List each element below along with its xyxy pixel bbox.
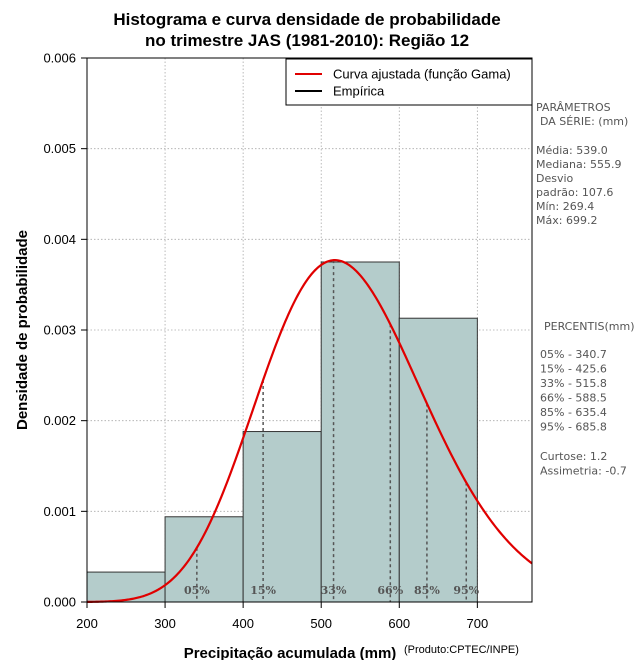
percentile-markers: 05% 15% 33% 66% 85% 95% <box>184 260 480 602</box>
percentis-title: PERCENTIS(mm) <box>544 320 635 333</box>
percentil-row-3-name: 33% - <box>540 377 572 390</box>
axes: 200 300 400 500 600 700 0.000 0.001 0.002 0.003 0.… <box>14 51 519 660</box>
param-row-2-value: 555.9 <box>586 158 621 171</box>
percentil-row-3: 33% - 515.8 <box>540 377 607 390</box>
chart-title-line-2: no trimestre JAS (1981-2010): Região 12 <box>145 31 469 50</box>
percentile-label-05: 05% <box>184 584 210 597</box>
param-row-5-name: Mín: <box>536 200 559 213</box>
param-row-6-name: Máx: <box>536 214 562 227</box>
param-row-3: Desvio <box>536 172 574 185</box>
percentil-row-6-name: 95% - <box>540 421 572 434</box>
x-tick-label-300: 300 <box>154 616 176 631</box>
x-tick-label-200: 200 <box>76 616 98 631</box>
y-axis-label: Densidade de probabilidade <box>14 230 31 430</box>
param-row-3-name: Desvio <box>536 172 574 185</box>
legend-label-2: Empírica <box>333 84 385 99</box>
percentil-row-3-value: 515.8 <box>572 377 607 390</box>
stat-row-1-value: 1.2 <box>586 450 607 463</box>
chart-title: Histograma e curva densidade de probabil… <box>113 10 500 50</box>
percentil-row-1: 05% - 340.7 <box>540 348 607 361</box>
param-row-1-name: Média: <box>536 144 573 157</box>
stat-row-2-name: Assimetria: <box>540 465 602 478</box>
histogram-bar-2 <box>164 516 244 603</box>
stat-row-2: Assimetria: -0.7 <box>540 465 627 478</box>
stat-row-1-name: Curtose: <box>540 450 586 463</box>
legend-box <box>285 58 533 106</box>
percentil-row-2: 15% - 425.6 <box>540 363 607 376</box>
x-tick-label-700: 700 <box>466 616 488 631</box>
histogram-bar-3 <box>242 431 322 603</box>
x-tick-label-400: 400 <box>232 616 254 631</box>
param-row-4-name: padrão: <box>536 186 578 199</box>
y-tick-label-1: 0.001 <box>43 504 76 519</box>
percentil-row-1-name: 05% - <box>540 348 572 361</box>
y-tick-label-4: 0.004 <box>43 232 76 247</box>
param-row-1: Média: 539.0 <box>536 144 608 157</box>
percentil-row-2-value: 425.6 <box>572 363 607 376</box>
param-row-5: Mín: 269.4 <box>536 200 594 213</box>
gamma-curve <box>86 259 533 603</box>
params-title-line-2: DA SÉRIE: (mm) <box>540 115 628 128</box>
x-tick-label-500: 500 <box>310 616 332 631</box>
percentil-row-4-name: 66% - <box>540 392 572 405</box>
param-row-2: Mediana: 555.9 <box>536 158 621 171</box>
percentil-row-5-value: 635.4 <box>572 406 607 419</box>
percentil-row-2-name: 15% - <box>540 363 572 376</box>
params-title-line-1: PARÂMETROS <box>536 101 611 114</box>
y-tick-label-0: 0.000 <box>43 595 76 610</box>
chart-title-line-1: Histograma e curva densidade de probabil… <box>113 10 500 29</box>
histogram-bar-1 <box>86 571 166 603</box>
stat-row-2-value: -0.7 <box>602 465 627 478</box>
param-row-4-value: 107.6 <box>578 186 613 199</box>
percentile-label-85: 85% <box>414 584 440 597</box>
y-tick-label-2: 0.002 <box>43 413 76 428</box>
percentil-row-5: 85% - 635.4 <box>540 406 607 419</box>
percentil-row-1-value: 340.7 <box>572 348 607 361</box>
param-row-2-name: Mediana: <box>536 158 586 171</box>
x-axis-label: Precipitação acumulada (mm) <box>184 645 397 660</box>
percentil-row-4-value: 588.5 <box>572 392 607 405</box>
legend-label-1: Curva ajustada (função Gama) <box>333 67 511 82</box>
stat-row-1: Curtose: 1.2 <box>540 450 607 463</box>
y-tick-label-6: 0.006 <box>43 51 76 66</box>
param-row-1-value: 539.0 <box>573 144 608 157</box>
product-credit: (Produto:CPTEC/INPE) <box>404 644 519 656</box>
histogram-bars <box>86 261 478 603</box>
percentile-label-66: 66% <box>377 584 403 597</box>
percentile-label-95: 95% <box>453 584 479 597</box>
gamma-curve-line <box>86 259 533 603</box>
legend: Curva ajustada (função Gama) Empírica <box>285 58 533 106</box>
param-row-5-value: 269.4 <box>559 200 594 213</box>
param-row-4: padrão: 107.6 <box>536 186 613 199</box>
percentile-label-15: 15% <box>250 584 276 597</box>
percentil-row-4: 66% - 588.5 <box>540 392 607 405</box>
param-row-6-value: 699.2 <box>562 214 597 227</box>
y-tick-label-5: 0.005 <box>43 141 76 156</box>
percentil-row-6-value: 685.8 <box>572 421 607 434</box>
percentil-row-6: 95% - 685.8 <box>540 421 607 434</box>
histogram-bar-5 <box>398 317 478 603</box>
percentil-row-5-name: 85% - <box>540 406 572 419</box>
param-row-6: Máx: 699.2 <box>536 214 597 227</box>
percentile-label-33: 33% <box>321 584 347 597</box>
y-tick-label-3: 0.003 <box>43 323 76 338</box>
x-tick-label-600: 600 <box>388 616 410 631</box>
